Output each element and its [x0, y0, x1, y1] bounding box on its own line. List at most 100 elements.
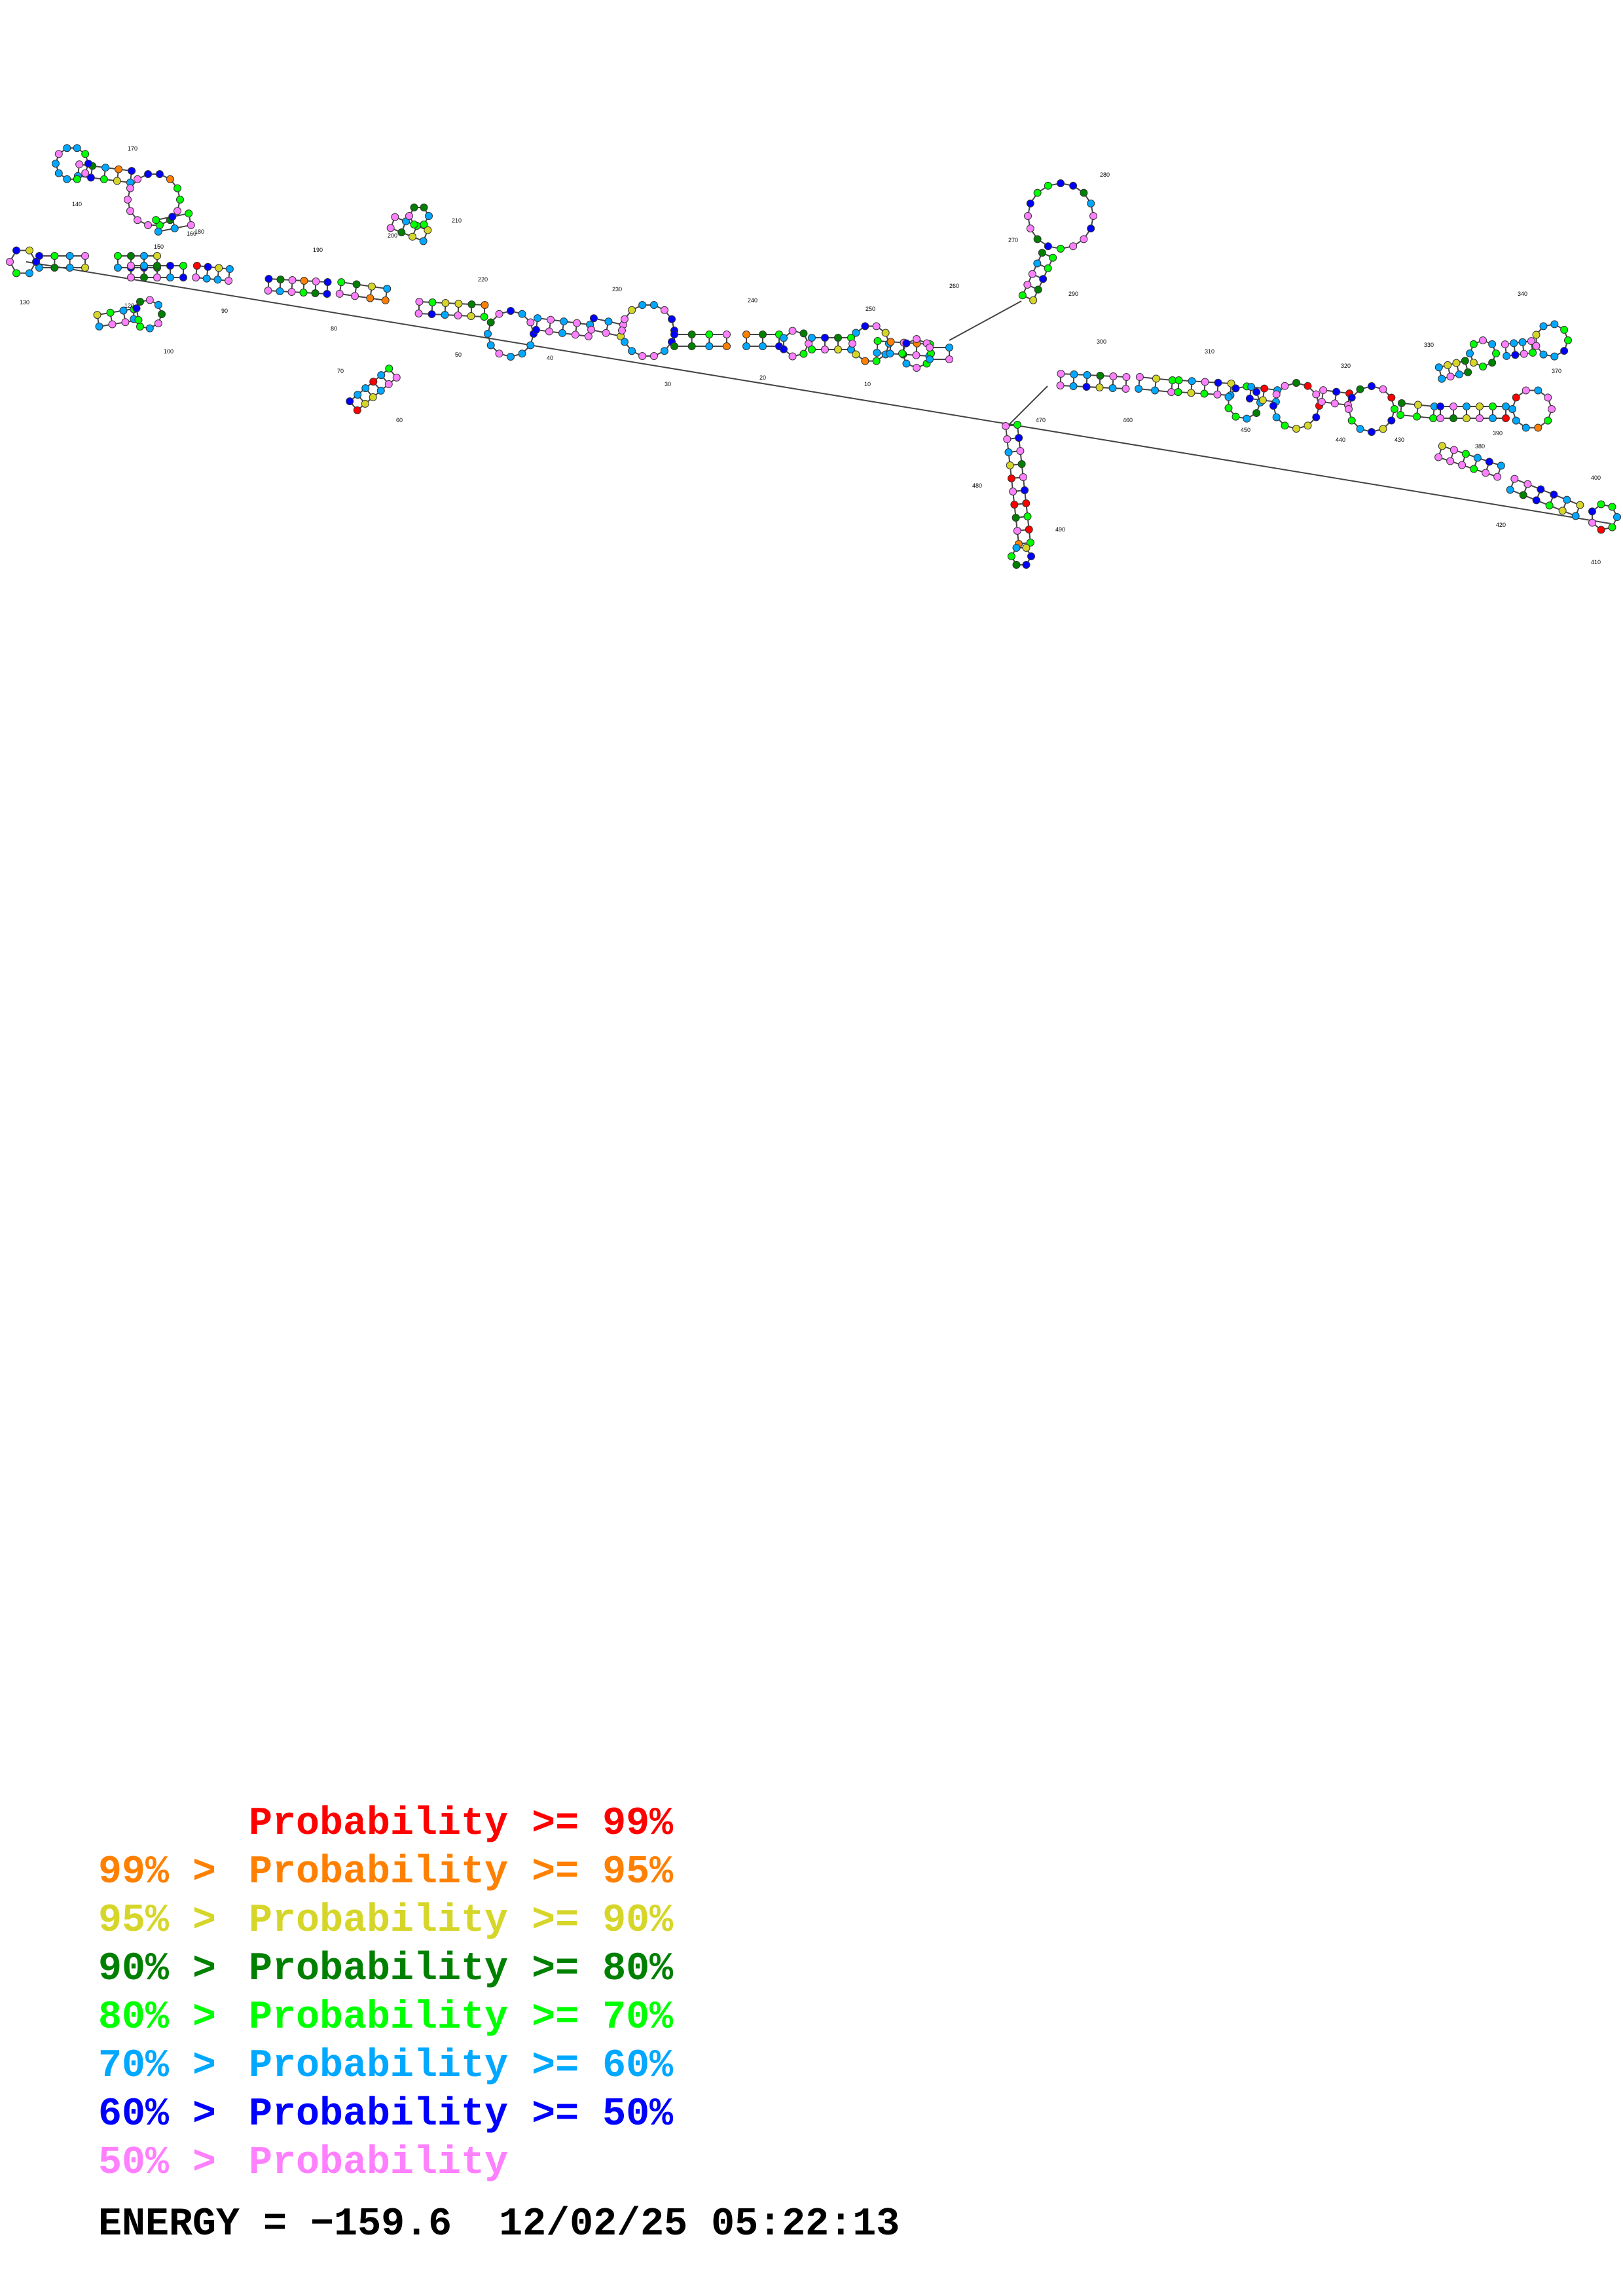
nucleotide: [128, 167, 136, 175]
legend-row: 80% > Probability >= 70%: [98, 1994, 1015, 2042]
nucleotide: [1396, 410, 1405, 419]
nucleotide: [589, 314, 598, 323]
nucleotide: [1529, 348, 1537, 357]
nucleotide: [397, 228, 406, 237]
nucleotide: [1069, 242, 1078, 251]
nucleotide: [50, 252, 59, 260]
nucleotide: [628, 306, 636, 314]
nucleotide: [495, 310, 503, 318]
nucleotide: [1461, 450, 1470, 458]
nucleotide: [1017, 460, 1026, 469]
nucleotide: [35, 252, 43, 260]
nucleotide: [106, 308, 115, 317]
nucleotide: [428, 310, 436, 318]
position-label: 330: [1424, 342, 1434, 348]
nucleotide: [799, 329, 808, 338]
position-label: 400: [1591, 475, 1601, 481]
legend-range-left: 70% >: [98, 2044, 217, 2089]
nucleotide: [507, 353, 515, 361]
nucleotide: [1028, 270, 1036, 278]
nucleotide: [1387, 393, 1396, 402]
nucleotide: [1522, 386, 1530, 395]
nucleotide: [93, 311, 101, 319]
nucleotide: [1463, 414, 1470, 422]
nucleotide: [742, 342, 750, 350]
nucleotide: [467, 312, 475, 320]
nucleotide: [1004, 448, 1013, 456]
position-label: 270: [1008, 237, 1018, 243]
nucleotide: [192, 262, 201, 270]
nucleotide: [50, 264, 59, 272]
timestamp: 12/02/25 05:22:13: [499, 2202, 900, 2247]
nucleotide: [1545, 501, 1554, 510]
nucleotide: [1029, 296, 1038, 304]
nucleotide: [179, 274, 187, 281]
nucleotide: [63, 144, 71, 152]
nucleotide: [1446, 457, 1455, 465]
nucleotide: [369, 378, 378, 386]
nucleotide: [187, 221, 195, 229]
nucleotide: [852, 329, 860, 337]
nucleotide: [1458, 461, 1467, 469]
nucleotide: [852, 350, 860, 359]
nucleotide: [484, 330, 492, 338]
nucleotide: [170, 224, 179, 232]
nucleotide: [1057, 370, 1065, 378]
nucleotide: [1025, 526, 1033, 534]
nucleotide: [1089, 212, 1097, 220]
nucleotide: [495, 350, 503, 358]
nucleotide: [1187, 389, 1195, 397]
nucleotide: [121, 318, 130, 327]
nucleotide: [1485, 457, 1493, 466]
nucleotide: [1461, 357, 1469, 365]
nucleotide: [705, 342, 714, 350]
nucleotide: [1213, 390, 1222, 399]
nucleotide: [1469, 359, 1478, 367]
nucleotide: [1473, 454, 1482, 462]
nucleotide: [1057, 245, 1065, 253]
nucleotide: [127, 262, 135, 270]
nucleotide: [1501, 340, 1509, 349]
position-label: 160: [187, 230, 196, 237]
nucleotide: [1038, 249, 1046, 257]
position-label: 310: [1205, 348, 1214, 355]
nucleotide: [1444, 361, 1452, 369]
nucleotide: [1502, 414, 1510, 422]
nucleotide: [173, 184, 182, 192]
nucleotide: [1026, 199, 1034, 207]
nucleotide: [507, 307, 515, 315]
backbone-segment: [1506, 351, 1533, 357]
position-label: 380: [1475, 443, 1485, 450]
nucleotide: [145, 324, 154, 332]
position-label: 250: [866, 306, 875, 312]
position-label: 50: [455, 351, 462, 358]
nucleotide: [526, 318, 535, 327]
nucleotide: [351, 292, 359, 300]
nucleotide: [405, 212, 413, 220]
legend-range-left: 99% >: [98, 1850, 217, 1895]
position-label: 340: [1518, 291, 1527, 297]
legend-row: 60% > Probability >= 50%: [98, 2090, 1015, 2139]
nucleotide: [1009, 487, 1017, 495]
nucleotide: [1034, 285, 1042, 294]
nucleotide: [1151, 386, 1159, 395]
nucleotide: [81, 169, 90, 177]
backbone: [9, 147, 1618, 565]
nucleotide: [381, 296, 390, 304]
nucleotide: [1452, 359, 1461, 367]
nucleotide: [1281, 422, 1289, 430]
position-label: 420: [1496, 522, 1506, 528]
nucleotide: [1015, 434, 1023, 442]
nucleotide: [1489, 414, 1497, 422]
nucleotide: [153, 274, 161, 281]
nucleotide: [383, 285, 392, 293]
position-label: 440: [1336, 437, 1345, 443]
nucleotide: [1450, 403, 1457, 410]
nucleotide: [1201, 378, 1209, 386]
nucleotide: [788, 327, 797, 335]
nucleotide: [1492, 350, 1500, 357]
nucleotide: [26, 246, 33, 255]
nucleotide: [1523, 480, 1532, 488]
nucleotide: [779, 334, 788, 342]
nucleotide: [410, 204, 418, 212]
